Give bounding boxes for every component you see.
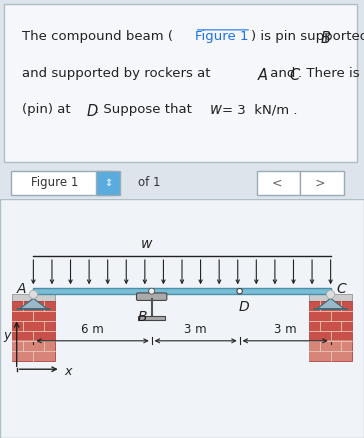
Text: of 1: of 1: [138, 176, 161, 189]
Text: $C$: $C$: [289, 67, 301, 82]
Polygon shape: [317, 299, 344, 309]
Text: 3 m: 3 m: [274, 323, 296, 336]
Text: . There is a hinge: . There is a hinge: [298, 67, 364, 80]
Circle shape: [149, 289, 155, 294]
Text: $D$: $D$: [86, 103, 98, 119]
Text: Figure 1: Figure 1: [195, 30, 248, 43]
Circle shape: [327, 291, 335, 299]
FancyBboxPatch shape: [300, 171, 344, 196]
Circle shape: [237, 289, 242, 294]
FancyBboxPatch shape: [257, 171, 300, 196]
FancyBboxPatch shape: [12, 301, 55, 361]
Text: $B$: $B$: [137, 310, 148, 324]
FancyBboxPatch shape: [136, 293, 167, 301]
Text: (pin) at: (pin) at: [22, 103, 75, 116]
Circle shape: [328, 292, 334, 298]
Text: = 3  kN/m .: = 3 kN/m .: [222, 103, 297, 116]
Text: $x$: $x$: [64, 364, 74, 377]
Text: $C$: $C$: [336, 282, 348, 296]
FancyBboxPatch shape: [33, 288, 331, 295]
Circle shape: [30, 292, 36, 298]
FancyBboxPatch shape: [11, 171, 113, 196]
Text: <: <: [272, 176, 282, 189]
Text: $w$: $w$: [141, 237, 154, 251]
Circle shape: [29, 291, 37, 299]
Text: 6 m: 6 m: [81, 323, 104, 336]
FancyBboxPatch shape: [309, 340, 352, 361]
Text: and supported by rockers at: and supported by rockers at: [22, 67, 215, 80]
Text: >: >: [315, 176, 325, 189]
FancyBboxPatch shape: [12, 295, 55, 301]
Polygon shape: [20, 299, 47, 309]
Text: $w$: $w$: [209, 103, 223, 117]
Text: Figure 1: Figure 1: [31, 176, 78, 189]
Text: $y$: $y$: [3, 329, 12, 343]
FancyBboxPatch shape: [309, 301, 352, 361]
Text: $A$: $A$: [257, 67, 268, 82]
Text: and: and: [266, 67, 299, 80]
Text: ) is pin supported at: ) is pin supported at: [251, 30, 364, 43]
FancyBboxPatch shape: [4, 5, 357, 163]
FancyBboxPatch shape: [0, 199, 364, 438]
Text: The compound beam (: The compound beam (: [22, 30, 173, 43]
Circle shape: [150, 290, 154, 293]
Text: . Suppose that: . Suppose that: [95, 103, 197, 116]
FancyBboxPatch shape: [138, 316, 165, 320]
FancyBboxPatch shape: [309, 295, 352, 301]
FancyBboxPatch shape: [96, 171, 120, 196]
FancyBboxPatch shape: [12, 340, 55, 361]
Text: $D$: $D$: [238, 299, 250, 313]
Text: ⇕: ⇕: [104, 177, 112, 187]
Text: $B$: $B$: [320, 30, 332, 46]
Text: $A$: $A$: [16, 282, 27, 296]
Text: 3 m: 3 m: [184, 323, 207, 336]
